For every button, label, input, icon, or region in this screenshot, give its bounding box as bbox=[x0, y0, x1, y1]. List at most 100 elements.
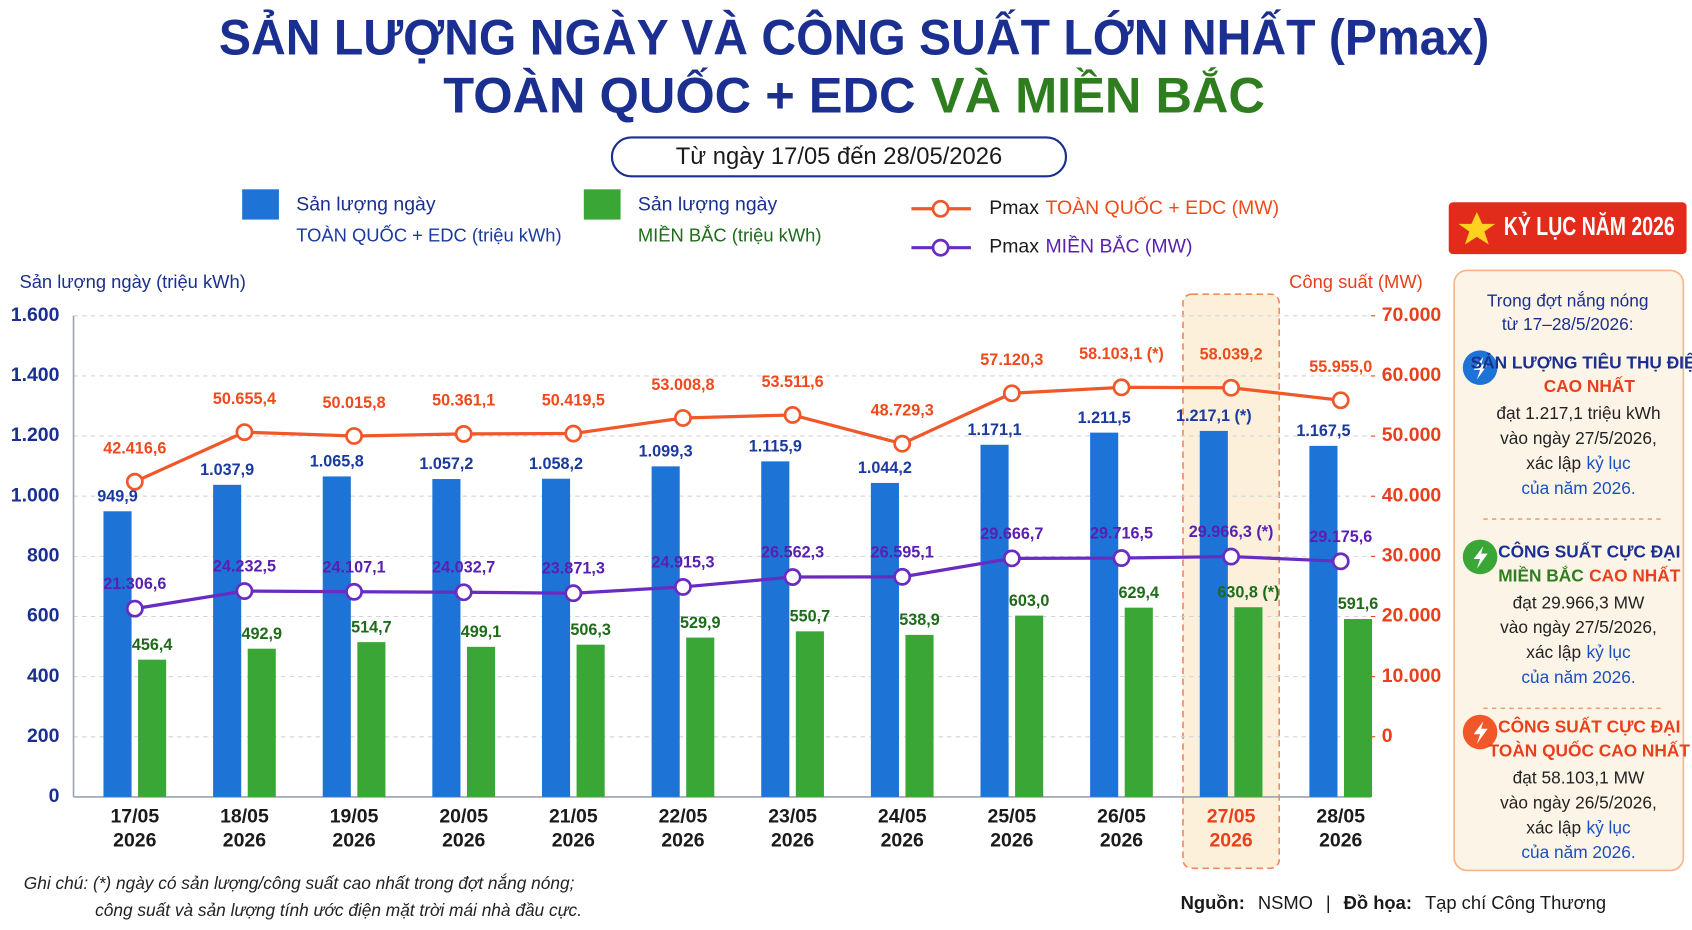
y-tick-label: 1.600 bbox=[11, 304, 60, 326]
point bbox=[783, 568, 802, 586]
bar-value-label: 506,3 bbox=[570, 621, 611, 639]
bar bbox=[1124, 607, 1153, 797]
bar-value-label: 499,1 bbox=[461, 623, 502, 641]
bar bbox=[103, 511, 132, 797]
item-heading-segment: CÔNG SUẤT CỰC ĐẠI bbox=[1498, 716, 1680, 736]
legend-label: Pmax TOÀN QUỐC + EDC (MW) bbox=[989, 195, 1279, 219]
bar-value-label: 1.167,5 bbox=[1296, 422, 1350, 440]
item-heading: CÔNG SUẤT CỰC ĐẠI bbox=[1498, 716, 1680, 736]
bar-value-label: 1.099,3 bbox=[639, 443, 693, 461]
legend-label-detail: MIỀN BẮC (MW) bbox=[1045, 234, 1192, 258]
bar bbox=[541, 478, 571, 797]
legend-swatch bbox=[242, 189, 279, 220]
point bbox=[674, 578, 692, 596]
item-body-segment: kỷ lục bbox=[1586, 817, 1631, 837]
point bbox=[235, 582, 254, 600]
item-icon-bolt bbox=[1473, 546, 1488, 569]
y-tick-label: 200 bbox=[27, 725, 60, 747]
item-icon-bolt bbox=[1473, 721, 1488, 744]
item-body-segment: vào ngày 27/5/2026, bbox=[1500, 617, 1657, 637]
point bbox=[235, 423, 254, 442]
x-tick-label: 19/05 bbox=[330, 806, 379, 828]
line-value-label: 42.416,6 bbox=[103, 440, 166, 458]
item-heading-segment: MIỀN BẮC bbox=[1498, 565, 1583, 585]
bar-value-label: 538,9 bbox=[899, 611, 940, 629]
point bbox=[1222, 547, 1241, 566]
point bbox=[345, 582, 363, 601]
line bbox=[134, 554, 1341, 611]
y2-tick-label: 20.000 bbox=[1382, 605, 1442, 627]
bar bbox=[576, 644, 605, 797]
item-icon-bolt bbox=[1473, 356, 1488, 380]
x-tick-sublabel: 2026 bbox=[113, 829, 156, 851]
x-tick-sublabel: 2026 bbox=[552, 829, 595, 851]
y2-tick-label: 10.000 bbox=[1382, 665, 1442, 687]
y-tick-label: 1.400 bbox=[11, 364, 60, 386]
x-tick-label: 18/05 bbox=[220, 806, 269, 828]
line-value-label: 57.120,3 bbox=[980, 351, 1043, 369]
point bbox=[454, 424, 473, 443]
bar-value-label: 629,4 bbox=[1118, 584, 1159, 602]
legend-label: Pmax MIỀN BẮC (MW) bbox=[989, 234, 1192, 258]
line-value-label: 21.306,6 bbox=[103, 575, 166, 593]
line-value-label: 53.008,8 bbox=[651, 376, 714, 394]
point bbox=[454, 583, 473, 602]
record-panel bbox=[1453, 269, 1685, 872]
bar-value-label: 1.211,5 bbox=[1078, 409, 1131, 427]
x-tick-label: 25/05 bbox=[988, 806, 1037, 828]
bar bbox=[1309, 445, 1338, 797]
item-body-segment: đạt 29.966,3 MW bbox=[1513, 592, 1645, 612]
point bbox=[345, 427, 363, 445]
bar bbox=[432, 479, 461, 797]
x-tick-label: 28/05 bbox=[1316, 806, 1365, 828]
point bbox=[1002, 549, 1021, 568]
bar-value-label: 492,9 bbox=[241, 625, 282, 643]
point bbox=[1331, 391, 1350, 410]
line-value-label: 29.175,6 bbox=[1309, 528, 1372, 546]
y-tick-label: 1.200 bbox=[11, 424, 60, 446]
bar bbox=[1199, 430, 1228, 797]
bar-value-label: 1.058,2 bbox=[529, 455, 583, 473]
legend-label: Sản lượng ngày bbox=[638, 194, 778, 216]
point bbox=[893, 567, 912, 586]
item-heading-segment: CÔNG SUẤT CỰC ĐẠI bbox=[1498, 541, 1680, 561]
credits-segment: NSMO bbox=[1258, 892, 1313, 913]
item-body: vào ngày 27/5/2026, bbox=[1500, 617, 1657, 637]
x-tick-sublabel: 2026 bbox=[661, 829, 704, 851]
line bbox=[134, 385, 1341, 484]
panel-intro: từ 17–28/5/2026: bbox=[1502, 314, 1634, 334]
x-tick-label: 26/05 bbox=[1097, 806, 1146, 828]
bar-value-label: 1.217,1 (*) bbox=[1176, 407, 1252, 425]
bar bbox=[1015, 615, 1044, 797]
x-tick-sublabel: 2026 bbox=[990, 829, 1033, 851]
x-tick-sublabel: 2026 bbox=[1319, 829, 1362, 851]
point bbox=[1002, 384, 1021, 403]
bar-value-label: 1.171,1 bbox=[968, 421, 1022, 439]
line-value-label: 24.232,5 bbox=[213, 558, 276, 576]
x-tick-label: 27/05 bbox=[1207, 806, 1256, 828]
legend-marker bbox=[931, 199, 950, 218]
x-tick-label: 22/05 bbox=[659, 806, 708, 828]
y-tick-label: 0 bbox=[49, 785, 60, 807]
item-body-segment: của năm 2026. bbox=[1521, 477, 1635, 497]
legend-label-detail: TOÀN QUỐC + EDC (MW) bbox=[1045, 195, 1279, 219]
point bbox=[674, 409, 692, 427]
line-value-label: 58.039,2 bbox=[1200, 346, 1263, 364]
x-tick-sublabel: 2026 bbox=[332, 829, 375, 851]
title-line2: TOÀN QUỐC + EDC VÀ MIỀN BẮC bbox=[443, 67, 1265, 124]
x-tick-label: 24/05 bbox=[878, 806, 927, 828]
bar bbox=[905, 634, 934, 797]
item-heading-segment: TOÀN QUỐC CAO NHẤT bbox=[1489, 740, 1691, 760]
star-icon bbox=[1458, 212, 1496, 245]
x-tick-label: 17/05 bbox=[110, 806, 159, 828]
x-tick-sublabel: 2026 bbox=[1209, 829, 1252, 851]
bar-value-label: 1.037,9 bbox=[200, 461, 254, 479]
point bbox=[1222, 378, 1241, 397]
y2-tick-label: 0 bbox=[1382, 725, 1393, 747]
y2-tick-label: 70.000 bbox=[1382, 304, 1442, 326]
item-heading: SẢN LƯỢNG TIÊU THỤ ĐIỆN bbox=[1471, 352, 1692, 372]
panel-intro: Trong đợt nắng nóng bbox=[1487, 290, 1649, 310]
point bbox=[783, 406, 802, 424]
